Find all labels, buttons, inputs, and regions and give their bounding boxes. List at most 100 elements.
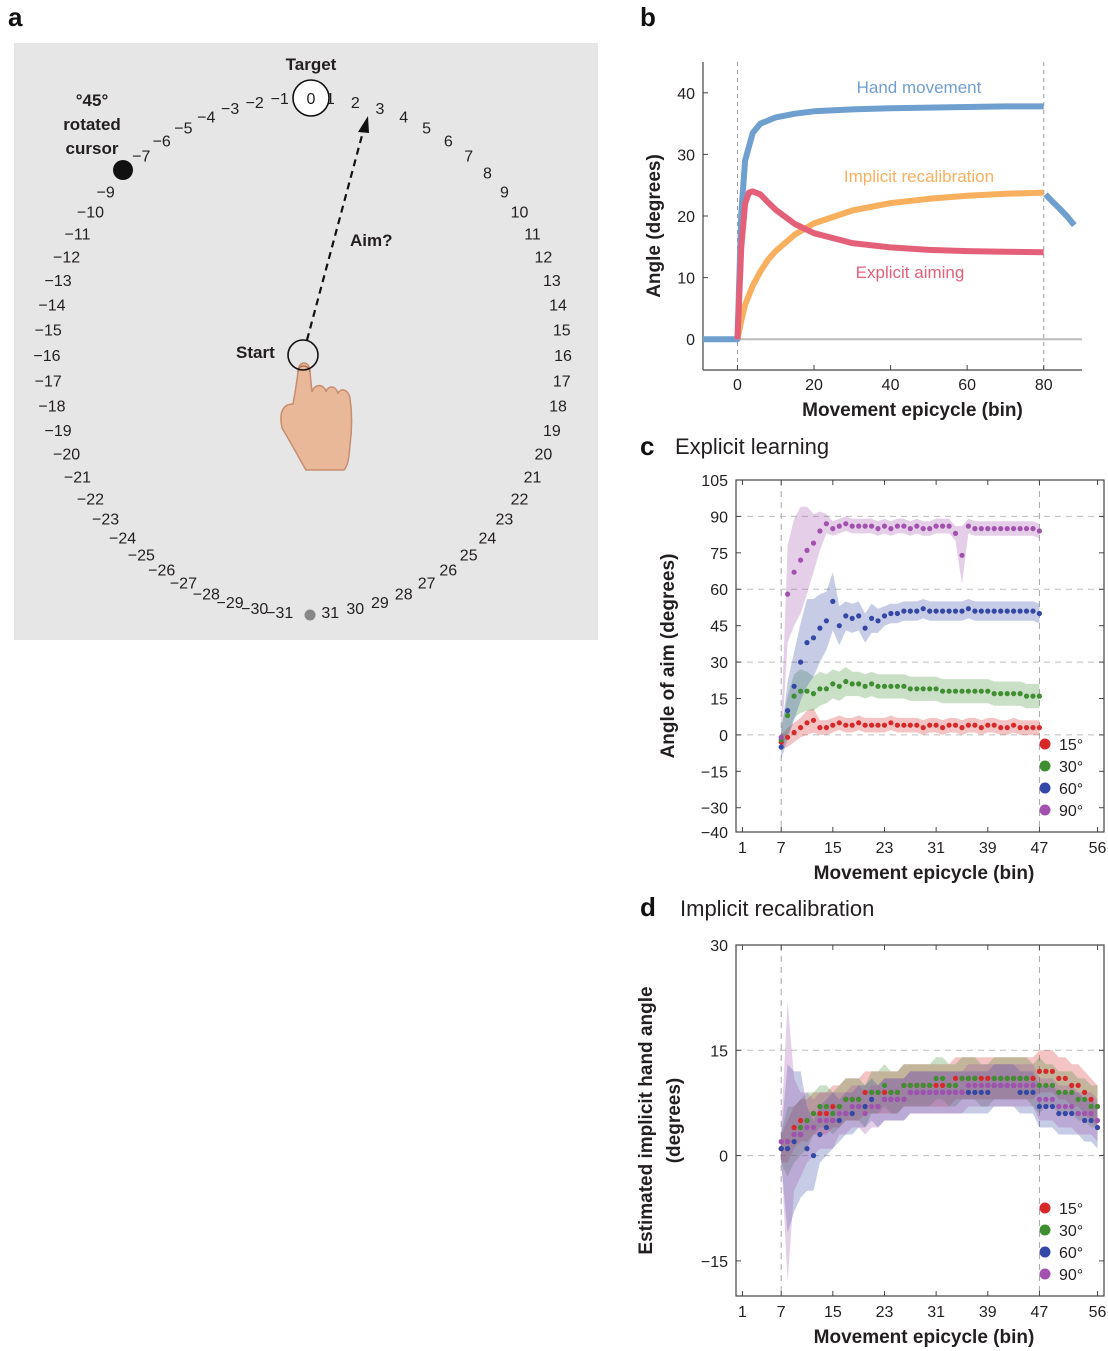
data-point bbox=[778, 1139, 784, 1145]
x-tick-label: 56 bbox=[1089, 840, 1107, 857]
data-point bbox=[1004, 1082, 1010, 1088]
data-point bbox=[843, 521, 849, 527]
y-tick-label: 105 bbox=[701, 473, 728, 490]
rotated-cursor-dot bbox=[113, 160, 133, 180]
data-point bbox=[978, 526, 984, 532]
error-band bbox=[781, 572, 1040, 760]
y-tick-label: 60 bbox=[710, 582, 728, 599]
data-point bbox=[1082, 1089, 1088, 1095]
series-label: Implicit recalibration bbox=[844, 167, 994, 186]
dial-number: −9 bbox=[96, 184, 114, 201]
data-point bbox=[817, 528, 823, 534]
data-point bbox=[817, 1103, 823, 1110]
data-point bbox=[849, 1103, 855, 1110]
data-point bbox=[869, 1096, 875, 1102]
data-point bbox=[804, 688, 810, 694]
data-point bbox=[1030, 1082, 1036, 1088]
y-tick-label: 0 bbox=[719, 728, 728, 745]
data-point bbox=[843, 1096, 849, 1102]
panel-b-chart: 0 10 20 30 40 0 20 40 60 80 Movement epicycle (bin… bbox=[644, 62, 1082, 421]
data-point bbox=[791, 1139, 797, 1145]
series-label: Hand movement bbox=[857, 78, 982, 97]
error-band bbox=[781, 1001, 1098, 1282]
data-point bbox=[1049, 1082, 1055, 1088]
data-point bbox=[1043, 1103, 1049, 1110]
legend-marker bbox=[1039, 1246, 1051, 1258]
data-point bbox=[894, 1089, 901, 1095]
data-point bbox=[894, 523, 901, 529]
data-point bbox=[798, 659, 804, 665]
dial-number: −1 bbox=[271, 91, 289, 108]
data-point bbox=[901, 1082, 907, 1088]
legend-label: 15° bbox=[1059, 1201, 1083, 1218]
data-point bbox=[985, 526, 991, 532]
data-point bbox=[933, 722, 939, 728]
dial-number: −17 bbox=[35, 373, 62, 390]
data-point bbox=[1056, 1110, 1062, 1117]
x-tick-label: 39 bbox=[979, 1304, 997, 1321]
data-point bbox=[830, 722, 836, 728]
data-point bbox=[875, 1089, 881, 1095]
data-point bbox=[972, 608, 978, 614]
data-point bbox=[940, 1082, 946, 1088]
data-point bbox=[972, 1089, 978, 1095]
y-tick-label: 40 bbox=[677, 86, 695, 103]
data-point bbox=[965, 688, 972, 694]
data-point bbox=[946, 1082, 952, 1088]
data-point bbox=[836, 1117, 842, 1124]
data-point bbox=[810, 540, 817, 546]
data-point bbox=[965, 606, 972, 612]
data-point bbox=[1049, 1068, 1055, 1074]
legend-label: 30° bbox=[1059, 1223, 1083, 1240]
data-point bbox=[836, 683, 842, 689]
data-point bbox=[1004, 526, 1010, 532]
data-point bbox=[869, 1103, 875, 1110]
aim-label: Aim? bbox=[350, 231, 393, 250]
data-point bbox=[798, 1117, 804, 1124]
data-point bbox=[1062, 1103, 1068, 1110]
data-point bbox=[991, 722, 997, 728]
data-point bbox=[901, 683, 907, 689]
y-tick-label: −15 bbox=[701, 764, 728, 781]
data-point bbox=[830, 1110, 836, 1117]
data-point bbox=[933, 686, 939, 692]
data-point bbox=[1004, 691, 1010, 697]
data-point bbox=[946, 523, 952, 529]
data-point bbox=[978, 688, 984, 694]
data-point bbox=[888, 1089, 894, 1095]
dial-number: 20 bbox=[535, 447, 553, 464]
data-point bbox=[810, 1124, 817, 1131]
data-point bbox=[940, 725, 946, 731]
data-point bbox=[978, 725, 984, 731]
data-point bbox=[804, 1146, 810, 1152]
y-tick-label: 30 bbox=[710, 938, 728, 955]
data-point bbox=[1036, 1068, 1042, 1074]
series-line-implicit-recalibration bbox=[734, 189, 1044, 340]
dial-number: 13 bbox=[543, 273, 561, 290]
data-point bbox=[817, 725, 823, 731]
data-point bbox=[1023, 1089, 1030, 1095]
data-point bbox=[894, 722, 901, 728]
data-point bbox=[1088, 1103, 1094, 1110]
data-point bbox=[959, 608, 965, 614]
data-point bbox=[798, 1124, 804, 1131]
data-point bbox=[785, 734, 791, 740]
dial-number: 5 bbox=[422, 121, 431, 138]
data-point bbox=[927, 722, 933, 728]
data-point bbox=[952, 1075, 959, 1081]
dial-number: 23 bbox=[496, 512, 514, 529]
data-point bbox=[1017, 691, 1023, 697]
panel-c-title: Explicit learning bbox=[675, 434, 829, 459]
y-axis-title-line: Estimated implicit hand angle bbox=[636, 986, 657, 1254]
data-point bbox=[1011, 1075, 1017, 1081]
data-point bbox=[810, 691, 817, 697]
data-point bbox=[901, 722, 907, 728]
dial-number: −24 bbox=[109, 530, 136, 547]
data-point bbox=[1023, 693, 1030, 699]
data-point bbox=[1017, 526, 1023, 532]
hand-icon bbox=[280, 362, 353, 471]
dial-number: −20 bbox=[53, 447, 80, 464]
data-point bbox=[965, 1082, 972, 1088]
data-point bbox=[881, 523, 888, 529]
x-tick-label: 15 bbox=[824, 840, 842, 857]
